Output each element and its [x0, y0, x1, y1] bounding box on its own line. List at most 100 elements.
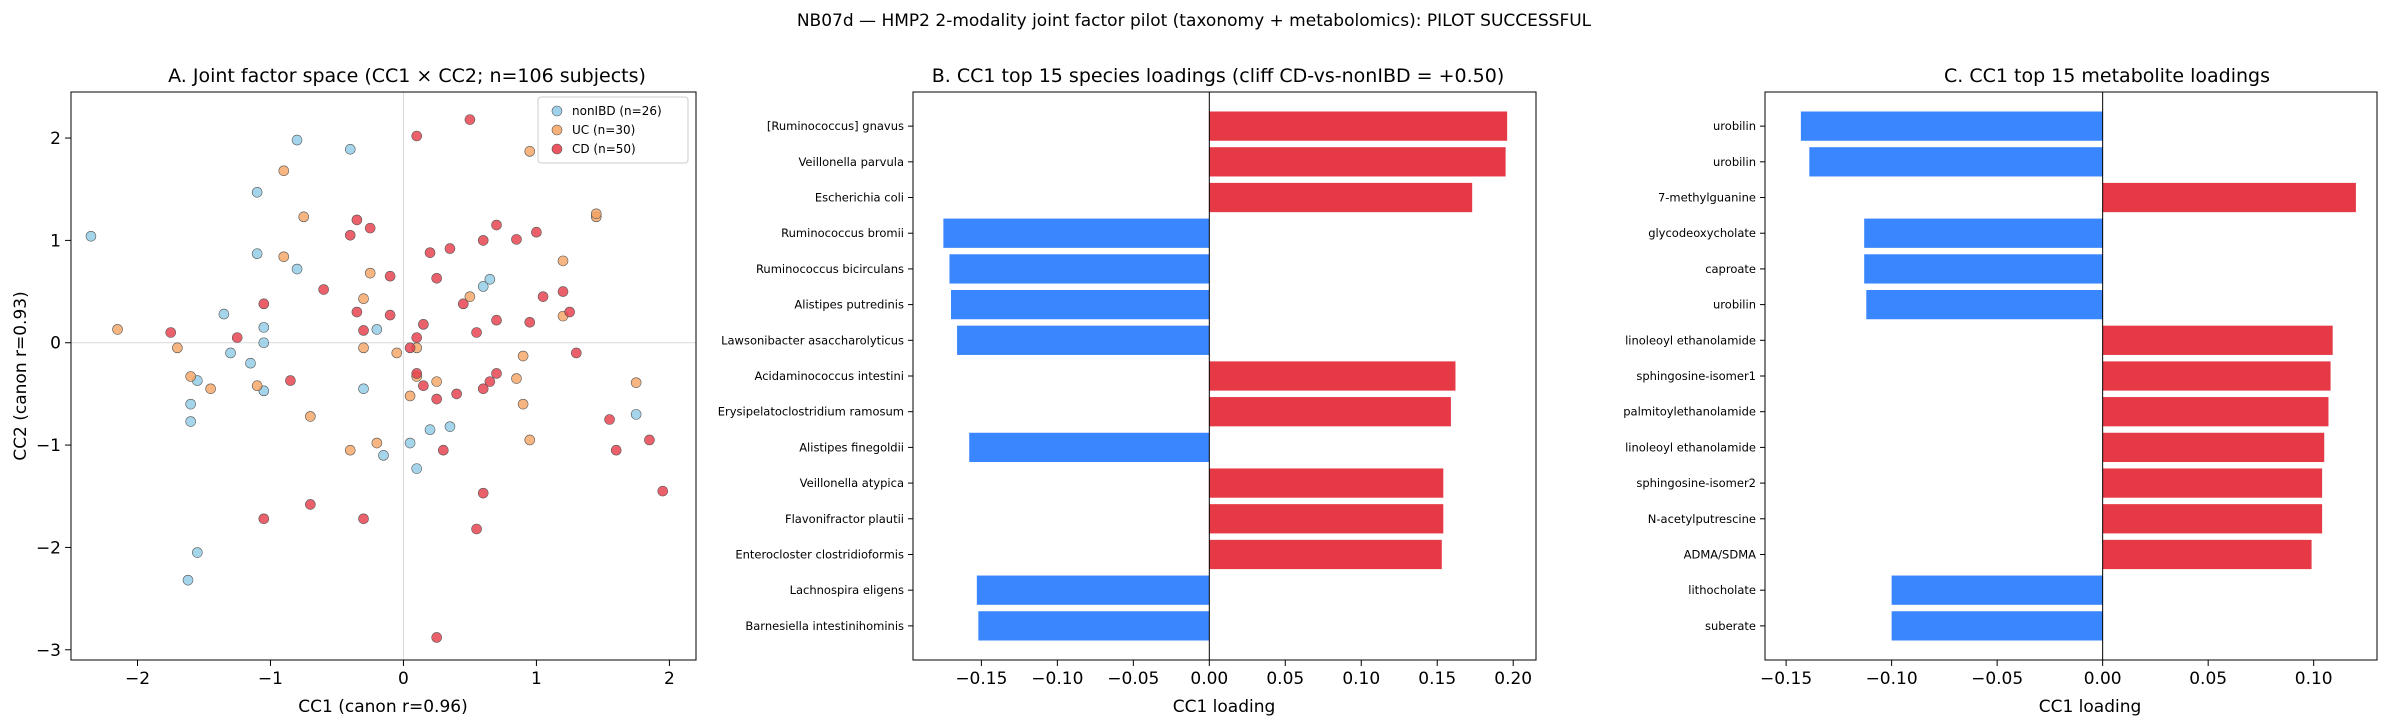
scatter-point-cd [491, 219, 502, 231]
scatter-point-cd [464, 114, 476, 125]
scatter-point-nonibd [225, 347, 236, 359]
y-tick-label: −3 [36, 641, 61, 661]
scatter-point-nonibd [444, 421, 456, 432]
category-label: Barnesiella intestinihominis [745, 619, 904, 633]
scatter-point-cd [604, 414, 615, 425]
scatter-point-cd [418, 380, 429, 392]
scatter-point-cd [351, 306, 363, 318]
loading-bar [1864, 254, 2103, 284]
y-tick-label: 0 [50, 334, 61, 354]
scatter-point-nonibd [484, 273, 496, 285]
scatter-point-cd [531, 226, 542, 238]
scatter-point-nonibd [182, 574, 194, 586]
category-label: lithocholate [1688, 583, 1756, 597]
scatter-point-cd [431, 632, 442, 643]
panel-b-bars [943, 92, 1508, 660]
loading-bar [1209, 397, 1451, 427]
scatter-point-nonibd [358, 383, 369, 395]
scatter-point-cd [358, 513, 369, 525]
panel-c-title: C. CC1 top 15 metabolite loadings [1944, 65, 2270, 87]
scatter-point-uc [251, 380, 263, 392]
scatter-point-cd [491, 314, 502, 326]
scatter-point-cd [344, 229, 356, 241]
category-label: Ruminococcus bicirculans [756, 262, 904, 276]
scatter-point-cd [358, 325, 369, 336]
loading-bar [976, 575, 1210, 605]
x-tick-label: 0.05 [2189, 669, 2227, 689]
scatter-point-uc [344, 444, 356, 456]
scatter-point-nonibd [245, 357, 256, 369]
category-label: suberate [1705, 619, 1756, 633]
x-tick-label: 0 [398, 669, 409, 689]
scatter-point-nonibd [251, 186, 263, 198]
panel-a-zero-lines [71, 92, 696, 660]
loading-bar [1209, 361, 1456, 391]
scatter-point-cd [318, 284, 329, 295]
category-label: 7-methylguanine [1658, 191, 1756, 205]
scatter-point-cd [491, 368, 502, 379]
panel-a-scatter: A. Joint factor space (CC1 × CC2; n=106 … [11, 65, 697, 717]
scatter-point-cd [384, 309, 396, 321]
loading-bar [978, 611, 1210, 641]
scatter-point-uc [391, 347, 403, 359]
category-label: Flavonifractor plautii [785, 512, 904, 526]
loading-bar [2102, 468, 2323, 498]
scatter-point-nonibd [630, 409, 642, 420]
panel-a-legend: nonIBD (n=26) UC (n=30) CD (n=50) [537, 96, 689, 164]
loading-bar [2102, 397, 2329, 427]
scatter-point-cd [258, 298, 270, 310]
scatter-point-uc [431, 376, 442, 387]
x-tick-label: 0.05 [1266, 669, 1304, 689]
category-label: Escherichia coli [815, 191, 904, 205]
panel-b-species-loadings: B. CC1 top 15 species loadings (cliff CD… [718, 65, 1537, 717]
category-label: Enterocloster clostridioformis [735, 547, 904, 561]
scatter-point-uc [511, 373, 522, 384]
legend-marker-cd [551, 143, 563, 155]
scatter-point-cd [165, 327, 177, 338]
category-label: urobilin [1713, 298, 1756, 312]
scatter-point-nonibd [185, 398, 196, 410]
legend-frame [537, 96, 689, 164]
scatter-point-uc [524, 146, 536, 157]
scatter-point-uc [517, 350, 529, 362]
category-label: linoleoyl ethanolamide [1625, 440, 1756, 454]
scatter-point-nonibd [85, 231, 97, 242]
scatter-point-uc [630, 377, 642, 388]
y-tick-label: 2 [50, 129, 61, 149]
scatter-point-nonibd [371, 324, 383, 335]
scatter-point-cd [424, 247, 436, 258]
loading-bar [1866, 289, 2103, 320]
scatter-point-cd [557, 286, 569, 297]
loading-bar [969, 432, 1210, 463]
category-label: linoleoyl ethanolamide [1625, 333, 1756, 347]
scatter-point-uc [305, 411, 316, 422]
panel-a-axes-frame [70, 91, 697, 661]
panel-b-xlabel: CC1 loading [1173, 697, 1276, 717]
scatter-point-nonibd [218, 308, 230, 320]
scatter-point-uc [364, 267, 376, 279]
scatter-point-nonibd [477, 281, 489, 292]
x-tick-label: −0.05 [1107, 669, 1159, 689]
y-tick-label: −1 [36, 436, 61, 456]
scatter-point-nonibd [192, 547, 203, 558]
loading-bar [2102, 182, 2356, 213]
loading-bar [950, 289, 1210, 320]
scatter-point-cd [411, 130, 423, 142]
scatter-point-cd [484, 376, 496, 387]
loading-bar [1209, 504, 1444, 534]
scatter-point-cd [451, 388, 462, 400]
category-label: Veillonella parvula [798, 155, 904, 169]
figure-suptitle: NB07d — HMP2 2-modality joint factor pil… [797, 11, 1592, 31]
scatter-point-cd [444, 243, 456, 254]
scatter-point-cd [231, 332, 243, 343]
loading-bar [1809, 147, 2103, 177]
scatter-point-nonibd [258, 322, 270, 333]
loading-bar [1209, 539, 1442, 570]
scatter-point-nonibd [258, 337, 270, 349]
x-tick-label: −0.10 [1031, 669, 1083, 689]
scatter-point-cd [305, 499, 316, 510]
x-tick-label: 0.15 [1418, 669, 1456, 689]
scatter-point-cd [471, 523, 482, 535]
category-label: Acidaminococcus intestini [755, 369, 904, 383]
category-label: Alistipes finegoldii [799, 440, 904, 454]
